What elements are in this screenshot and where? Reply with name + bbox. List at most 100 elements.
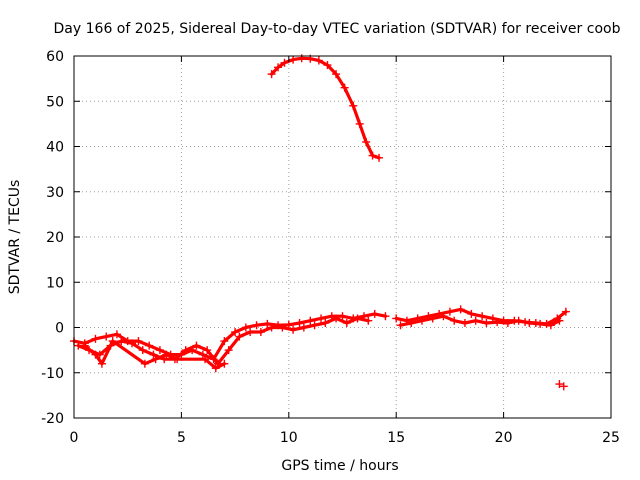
- data-point: [235, 332, 244, 341]
- data-point: [355, 119, 364, 128]
- data-point: [362, 137, 371, 146]
- data-point: [97, 359, 106, 368]
- data-point: [211, 364, 220, 373]
- data-point: [252, 321, 261, 330]
- data-point: [439, 312, 448, 321]
- y-tick-label: 60: [46, 49, 64, 65]
- data-point: [263, 319, 272, 328]
- data-point: [342, 318, 351, 327]
- x-axis-label: GPS time / hours: [281, 458, 398, 474]
- chart-title: Day 166 of 2025, Sidereal Day-to-day VTE…: [54, 21, 621, 37]
- data-point: [493, 318, 502, 327]
- data-point: [370, 309, 379, 318]
- data-point: [471, 316, 480, 325]
- data-point: [417, 316, 426, 325]
- data-point: [375, 153, 384, 162]
- data-point: [321, 318, 330, 327]
- data-point: [297, 54, 306, 63]
- data-point: [353, 314, 362, 323]
- data-point: [220, 359, 229, 368]
- data-point: [450, 316, 459, 325]
- data-point: [192, 341, 201, 350]
- data-point: [381, 312, 390, 321]
- data-point: [407, 318, 416, 327]
- data-point: [138, 346, 147, 355]
- grid-lines: [74, 56, 611, 418]
- data-point: [112, 330, 121, 339]
- data-point: [559, 382, 568, 391]
- data-point: [445, 307, 454, 316]
- data-point: [256, 328, 265, 337]
- data-point: [280, 58, 289, 67]
- data-point: [267, 323, 276, 332]
- data-point: [340, 83, 349, 92]
- data-point: [555, 380, 564, 389]
- data-point: [203, 346, 212, 355]
- series-line: [398, 314, 562, 327]
- x-tick-label: 15: [387, 430, 405, 446]
- y-tick-label: 50: [46, 94, 64, 110]
- data-point: [289, 55, 298, 64]
- data-point: [456, 305, 465, 314]
- data-point: [80, 341, 89, 350]
- x-tick-label: 5: [177, 430, 186, 446]
- data-point: [246, 328, 255, 337]
- data-point: [314, 56, 323, 65]
- data-point: [201, 355, 210, 364]
- data-point: [267, 70, 276, 79]
- data-point: [364, 316, 373, 325]
- y-tick-label: 40: [46, 140, 64, 156]
- data-point: [149, 350, 158, 359]
- data-point: [274, 63, 283, 72]
- data-point: [145, 341, 154, 350]
- data-point: [102, 332, 111, 341]
- data-point: [467, 309, 476, 318]
- data-point: [310, 321, 319, 330]
- data-point: [289, 325, 298, 334]
- x-tick-label: 10: [280, 430, 298, 446]
- data-point: [392, 314, 401, 323]
- data-point: [173, 355, 182, 364]
- data-marks: [70, 54, 570, 391]
- data-point: [220, 337, 229, 346]
- data-point: [241, 323, 250, 332]
- data-point: [338, 312, 347, 321]
- data-point: [91, 350, 100, 359]
- data-point: [525, 318, 534, 327]
- data-point: [306, 316, 315, 325]
- data-point: [561, 307, 570, 316]
- x-tick-label: 20: [495, 430, 513, 446]
- data-point: [482, 318, 491, 327]
- data-point: [299, 323, 308, 332]
- data-point: [396, 321, 405, 330]
- data-point: [162, 350, 171, 359]
- y-tick-label: 10: [46, 275, 64, 291]
- data-point: [198, 350, 207, 359]
- data-point: [140, 359, 149, 368]
- data-point: [108, 337, 117, 346]
- data-point: [155, 346, 164, 355]
- data-point: [91, 334, 100, 343]
- data-point: [278, 323, 287, 332]
- data-point: [134, 337, 143, 346]
- data-point: [555, 316, 564, 325]
- y-tick-label: -20: [41, 411, 64, 427]
- data-point: [460, 318, 469, 327]
- data-point: [127, 339, 136, 348]
- x-tick-label: 0: [70, 430, 79, 446]
- data-point: [317, 314, 326, 323]
- y-tick-label: 30: [46, 185, 64, 201]
- y-axis-label: SDTVAR / TECUs: [7, 180, 23, 295]
- data-point: [151, 355, 160, 364]
- data-point: [224, 346, 233, 355]
- y-tick-label: 0: [55, 321, 64, 337]
- data-point: [323, 61, 332, 70]
- data-point: [428, 314, 437, 323]
- data-point: [514, 316, 523, 325]
- series-line: [76, 316, 370, 366]
- series-line: [270, 56, 381, 160]
- y-tick-label: -10: [41, 366, 64, 382]
- data-point: [181, 346, 190, 355]
- data-point: [503, 318, 512, 327]
